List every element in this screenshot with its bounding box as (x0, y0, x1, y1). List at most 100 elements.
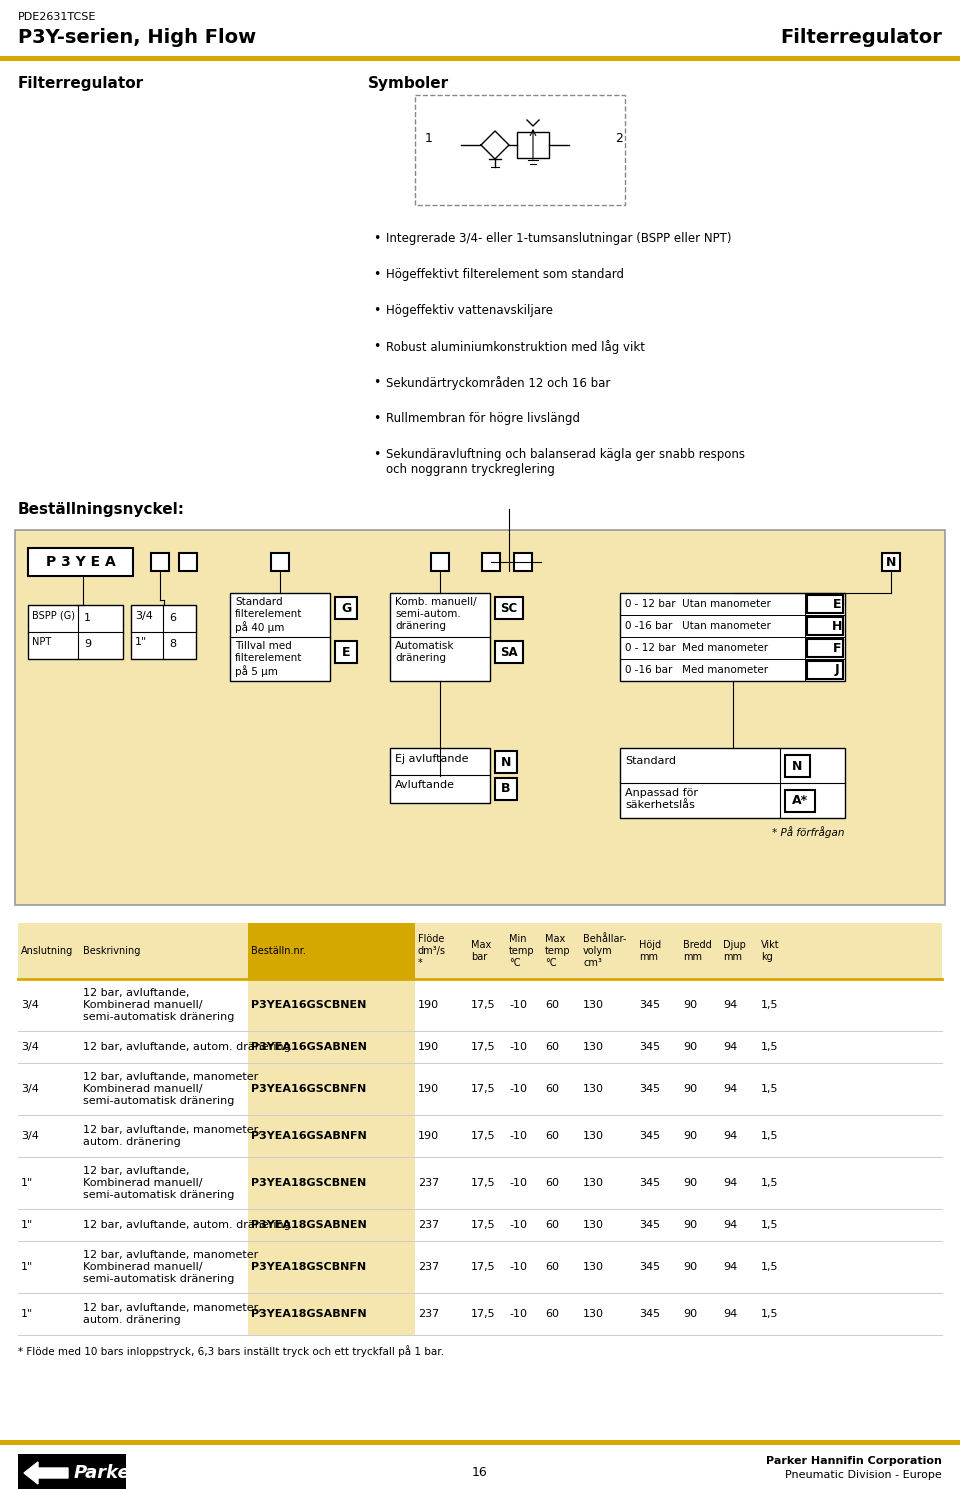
Text: 12 bar, avluftande, autom. dränering: 12 bar, avluftande, autom. dränering (83, 1042, 291, 1053)
Text: 60: 60 (545, 1219, 559, 1230)
Text: Sekundärtryckområden 12 och 16 bar: Sekundärtryckområden 12 och 16 bar (386, 377, 611, 390)
Text: P3YEA18GSABNEN: P3YEA18GSABNEN (251, 1219, 367, 1230)
Text: 60: 60 (545, 1084, 559, 1094)
Text: P3YEA18GSCBNFN: P3YEA18GSCBNFN (251, 1263, 366, 1272)
Text: Max
temp
°C: Max temp °C (545, 935, 570, 968)
Text: G: G (341, 602, 351, 615)
Text: 1,5: 1,5 (761, 1001, 779, 1010)
Text: 237: 237 (418, 1309, 440, 1319)
Text: 60: 60 (545, 1001, 559, 1010)
Text: 130: 130 (583, 1132, 604, 1141)
Text: 94: 94 (723, 1132, 737, 1141)
Text: NPT: NPT (32, 637, 51, 648)
Text: 17,5: 17,5 (471, 1263, 495, 1272)
Text: Tillval med: Tillval med (235, 640, 292, 651)
Text: 3/4: 3/4 (21, 1042, 38, 1053)
Text: Anslutning: Anslutning (21, 946, 73, 956)
Bar (335, 640, 357, 663)
Text: Integrerade 3/4- eller 1-tumsanslutningar (BSPP eller NPT): Integrerade 3/4- eller 1-tumsanslutninga… (386, 232, 732, 246)
Text: 1,5: 1,5 (761, 1084, 779, 1094)
Text: 3/4: 3/4 (21, 1132, 38, 1141)
Text: 8: 8 (169, 639, 176, 649)
Bar (785, 791, 815, 812)
Text: 17,5: 17,5 (471, 1219, 495, 1230)
Text: 90: 90 (683, 1001, 697, 1010)
Text: 3/4: 3/4 (21, 1001, 38, 1010)
Text: 60: 60 (545, 1263, 559, 1272)
Text: 17,5: 17,5 (471, 1042, 495, 1053)
Text: 1": 1" (21, 1178, 34, 1188)
Text: 12 bar, avluftande, autom. dränering: 12 bar, avluftande, autom. dränering (83, 1219, 291, 1230)
Text: 1,5: 1,5 (761, 1178, 779, 1188)
Text: 60: 60 (545, 1309, 559, 1319)
Text: 237: 237 (418, 1263, 440, 1272)
Text: 17,5: 17,5 (471, 1178, 495, 1188)
Text: 94: 94 (723, 1263, 737, 1272)
Text: 12 bar, avluftande,
Kombinerad manuell/
semi-automatisk dränering: 12 bar, avluftande, Kombinerad manuell/ … (83, 1166, 234, 1200)
Text: 1: 1 (84, 613, 91, 622)
Text: Automatisk: Automatisk (395, 640, 454, 651)
Text: 1": 1" (21, 1309, 34, 1319)
Bar (248, 1209, 415, 1240)
Text: E: E (832, 597, 841, 610)
Text: 345: 345 (639, 1263, 660, 1272)
Text: •: • (373, 232, 380, 246)
Text: 60: 60 (545, 1132, 559, 1141)
Text: 1": 1" (21, 1263, 34, 1272)
Text: H: H (831, 619, 842, 633)
Text: 94: 94 (723, 1001, 737, 1010)
Bar (495, 750, 517, 773)
Text: 190: 190 (418, 1042, 439, 1053)
Bar (807, 639, 843, 657)
Text: 1,5: 1,5 (761, 1132, 779, 1141)
Text: Parker Hannifin Corporation: Parker Hannifin Corporation (766, 1456, 942, 1467)
Text: -10: -10 (509, 1309, 527, 1319)
Text: SC: SC (500, 602, 517, 615)
Text: 90: 90 (683, 1132, 697, 1141)
Bar (620, 747, 845, 817)
Bar (620, 593, 845, 680)
Text: 17,5: 17,5 (471, 1084, 495, 1094)
Text: Robust aluminiumkonstruktion med låg vikt: Robust aluminiumkonstruktion med låg vik… (386, 339, 645, 354)
Text: F: F (832, 642, 841, 655)
Bar (18, 1453, 126, 1489)
Bar (28, 548, 133, 576)
Text: -10: -10 (509, 1084, 527, 1094)
Text: 17,5: 17,5 (471, 1309, 495, 1319)
Text: 345: 345 (639, 1178, 660, 1188)
Text: filterelement: filterelement (235, 609, 302, 619)
Text: 345: 345 (639, 1001, 660, 1010)
Bar (431, 552, 449, 570)
Text: -10: -10 (509, 1178, 527, 1188)
Text: 12 bar, avluftande, manometer
Kombinerad manuell/
semi-automatisk dränering: 12 bar, avluftande, manometer Kombinerad… (83, 1251, 258, 1284)
Text: Beskrivning: Beskrivning (83, 946, 140, 956)
Text: * Flöde med 10 bars inloppstryck, 6,3 bars inställt tryck och ett tryckfall på 1: * Flöde med 10 bars inloppstryck, 6,3 ba… (18, 1345, 444, 1356)
Text: -10: -10 (509, 1042, 527, 1053)
Text: •: • (373, 412, 380, 424)
Text: 190: 190 (418, 1001, 439, 1010)
Bar (248, 1030, 415, 1063)
Text: 12 bar, avluftande, manometer,
autom. dränering: 12 bar, avluftande, manometer, autom. dr… (83, 1303, 262, 1325)
Bar (495, 777, 517, 800)
Text: 90: 90 (683, 1309, 697, 1319)
Text: Bredd
mm: Bredd mm (683, 940, 711, 962)
Text: 12 bar, avluftande, manometer,
autom. dränering: 12 bar, avluftande, manometer, autom. dr… (83, 1126, 262, 1147)
Text: P3YEA16GSABNFN: P3YEA16GSABNFN (251, 1132, 367, 1141)
Text: Parker: Parker (74, 1464, 139, 1482)
Text: Högeffektivt filterelement som standard: Högeffektivt filterelement som standard (386, 268, 624, 281)
Text: 94: 94 (723, 1084, 737, 1094)
Text: N: N (792, 759, 803, 773)
Text: 0 -16 bar   Med manometer: 0 -16 bar Med manometer (625, 666, 768, 675)
Bar (517, 133, 549, 158)
Text: 90: 90 (683, 1178, 697, 1188)
Text: 12 bar, avluftande,
Kombinerad manuell/
semi-automatisk dränering: 12 bar, avluftande, Kombinerad manuell/ … (83, 989, 234, 1021)
Text: 130: 130 (583, 1042, 604, 1053)
Bar (179, 552, 197, 570)
Text: 345: 345 (639, 1219, 660, 1230)
Text: Avluftande: Avluftande (395, 780, 455, 791)
Text: 345: 345 (639, 1132, 660, 1141)
Bar (807, 616, 843, 634)
Text: P 3 Y E A: P 3 Y E A (46, 555, 115, 569)
Text: säkerhetslås: säkerhetslås (625, 800, 695, 810)
Text: 345: 345 (639, 1309, 660, 1319)
